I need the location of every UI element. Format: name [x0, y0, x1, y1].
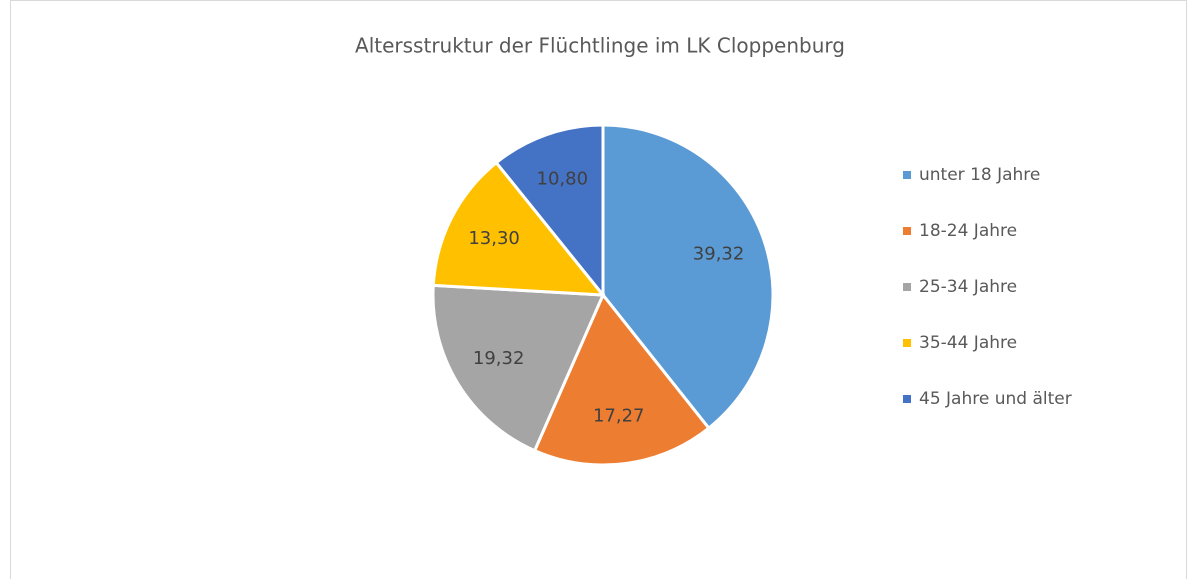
- data-label: 13,30: [468, 228, 520, 249]
- legend-label: 35-44 Jahre: [919, 333, 1017, 353]
- legend-label: 45 Jahre und älter: [919, 389, 1072, 409]
- legend-marker: [903, 395, 911, 403]
- data-label: 39,32: [693, 244, 745, 265]
- data-label: 19,32: [473, 348, 525, 369]
- pie-slice: [601, 123, 775, 431]
- legend-marker: [903, 227, 911, 235]
- pie-slice: [532, 292, 711, 467]
- legend-marker: [903, 171, 911, 179]
- chart-title: Altersstruktur der Flüchtlinge im LK Clo…: [355, 34, 845, 58]
- legend-label: 18-24 Jahre: [919, 221, 1017, 241]
- data-label: 10,80: [537, 169, 589, 190]
- pie-slice: [431, 283, 606, 453]
- legend-label: 25-34 Jahre: [919, 277, 1017, 297]
- legend-marker: [903, 283, 911, 291]
- legend-marker: [903, 339, 911, 347]
- pie-slice: [431, 160, 607, 297]
- pie-slice: [494, 123, 605, 300]
- legend-label: unter 18 Jahre: [919, 165, 1040, 185]
- data-label: 17,27: [593, 405, 645, 426]
